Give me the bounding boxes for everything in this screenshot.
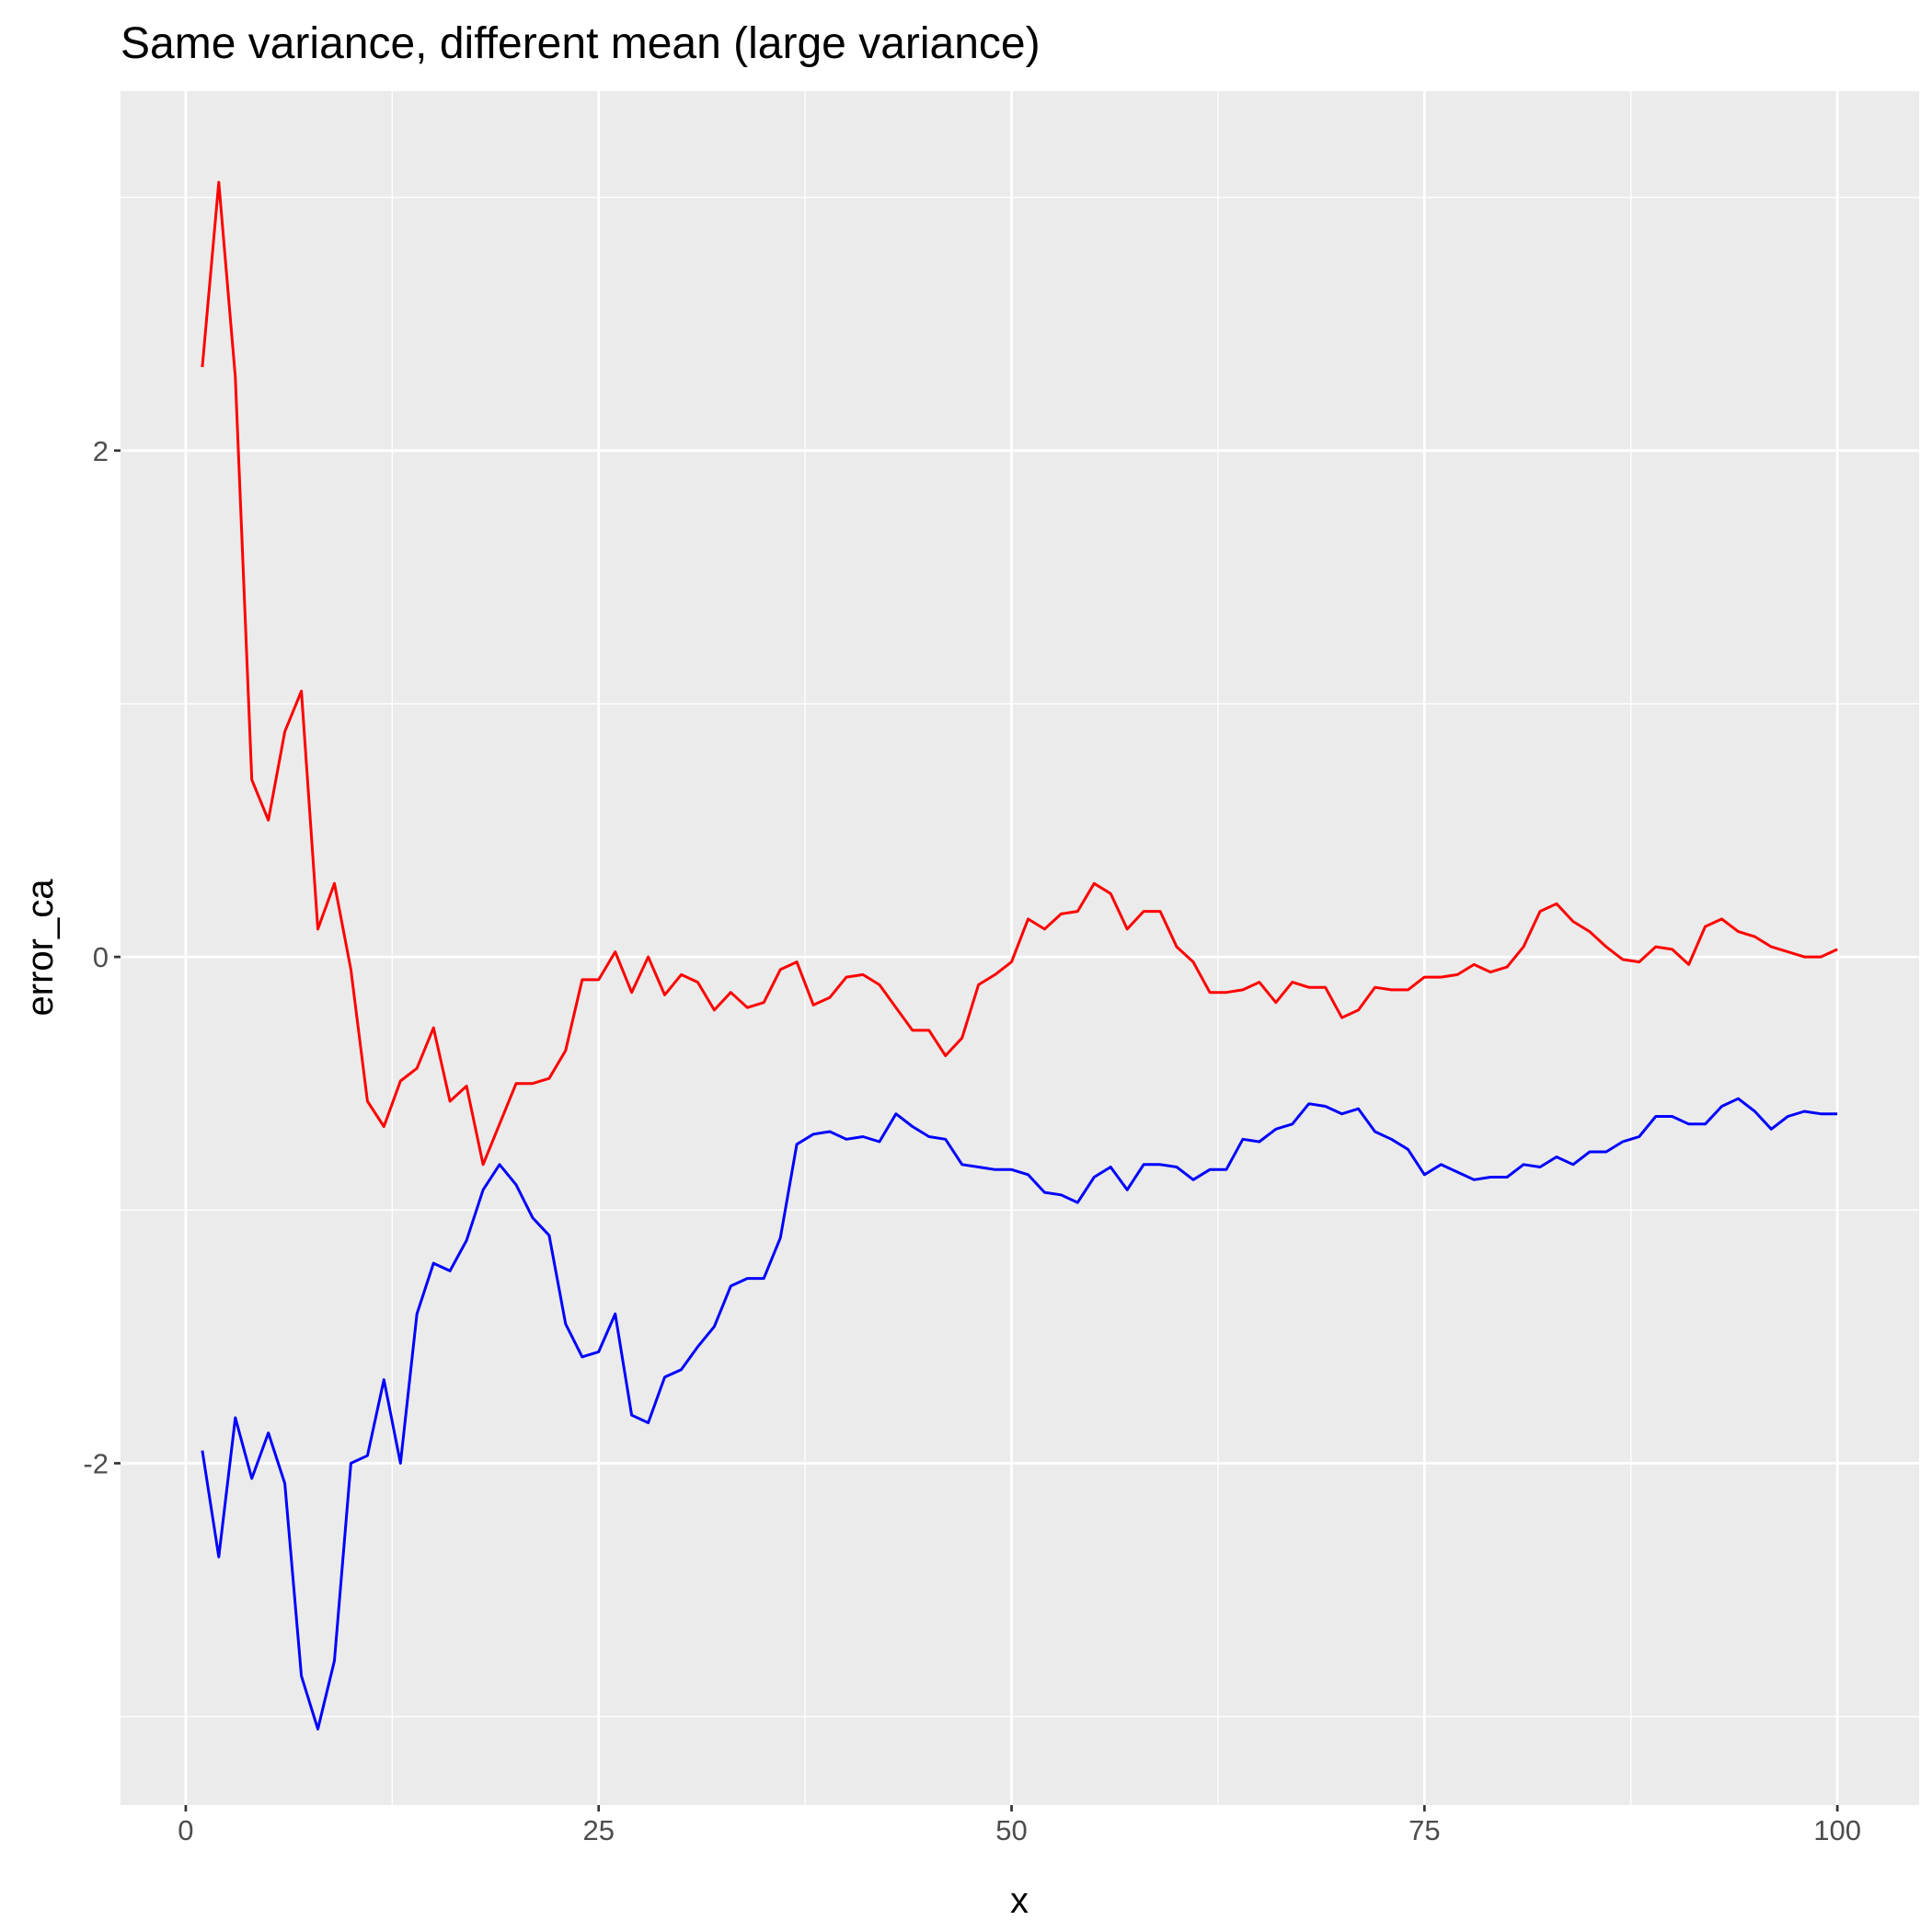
data-lines <box>201 180 1838 1731</box>
plot-panel <box>121 91 1919 1805</box>
chart-title: Same variance, different mean (large var… <box>121 19 1041 68</box>
y-tick-label: 0 <box>93 941 109 973</box>
y-axis-tick-labels: -2 0 2 <box>83 435 109 1480</box>
x-axis-tick-labels: 0 25 50 75 100 <box>178 1814 1861 1846</box>
minor-gridlines <box>121 91 1919 1805</box>
x-tick-label: 50 <box>995 1814 1027 1846</box>
y-tick-label: -2 <box>83 1448 109 1480</box>
x-tick-label: 25 <box>582 1814 614 1846</box>
x-tick-label: 100 <box>1813 1814 1861 1846</box>
axis-ticks <box>114 449 1839 1811</box>
x-tick-label: 75 <box>1409 1814 1440 1846</box>
x-tick-label: 0 <box>178 1814 193 1846</box>
x-axis-title: x <box>1010 1880 1029 1921</box>
y-axis-title: error_ca <box>20 879 61 1017</box>
y-tick-label: 2 <box>93 435 109 467</box>
series-line-2 <box>201 1097 1838 1731</box>
major-gridlines <box>121 91 1919 1805</box>
series-line-1 <box>201 180 1838 1167</box>
